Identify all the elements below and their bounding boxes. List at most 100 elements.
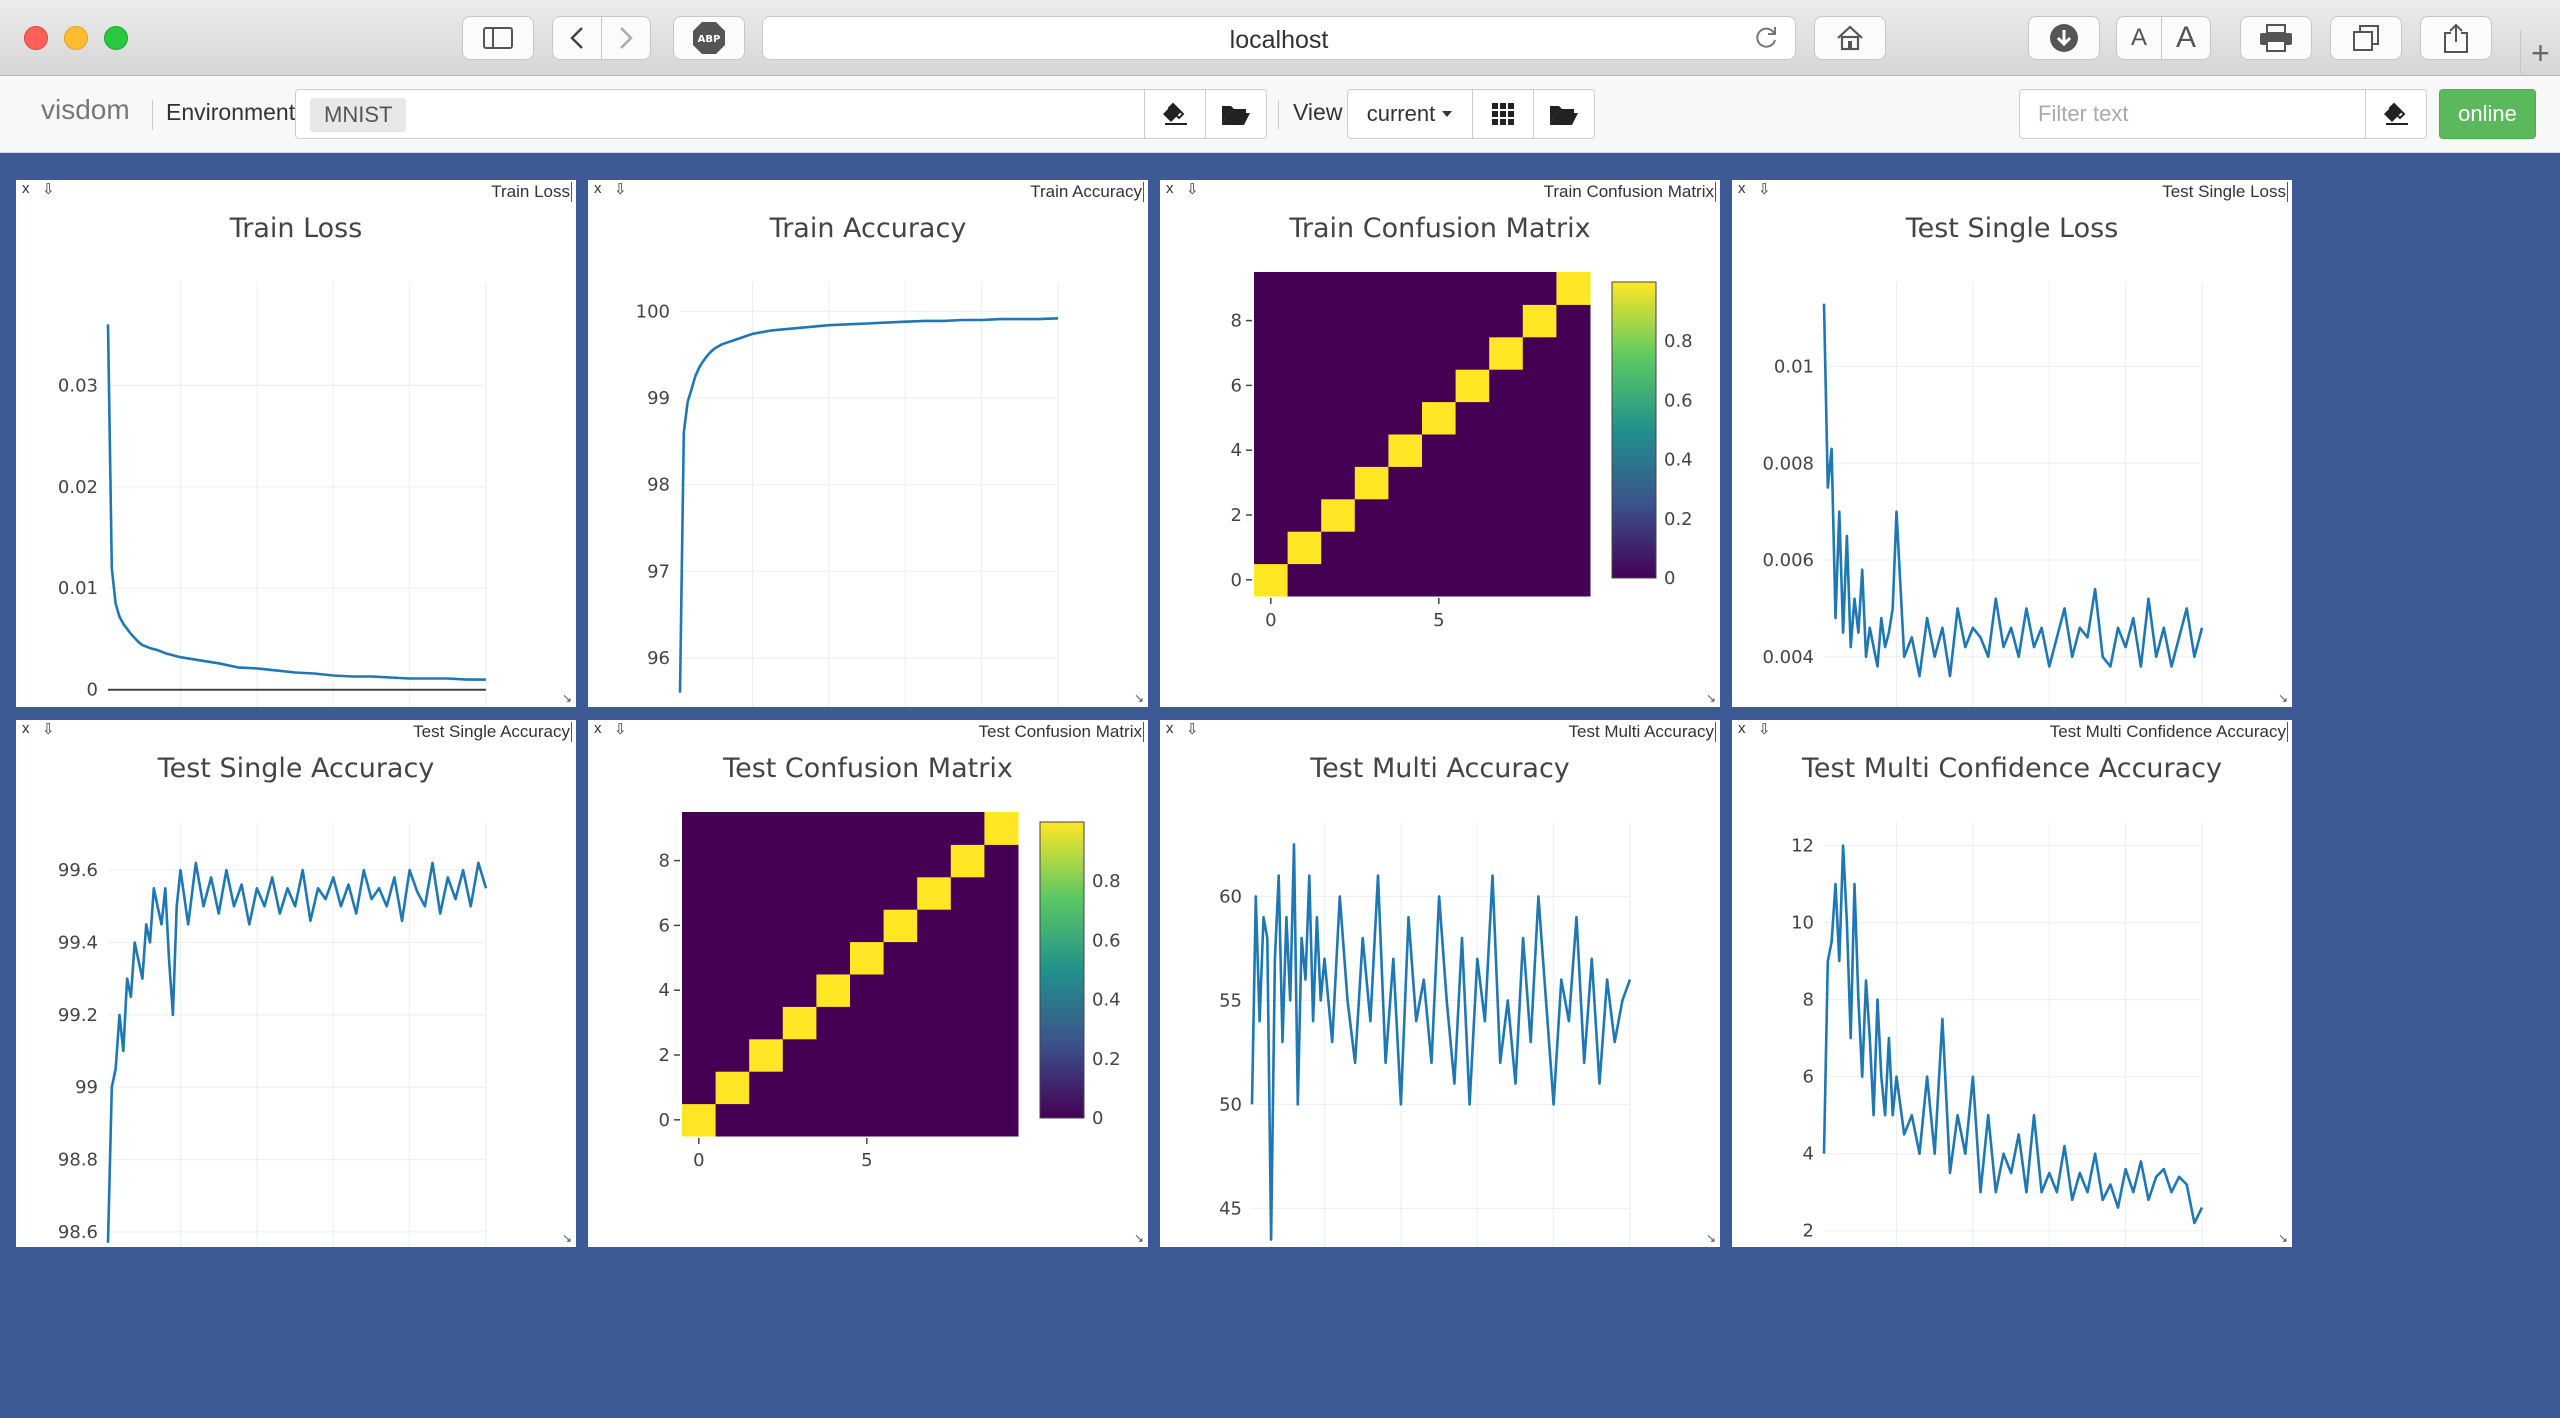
heatmap-cell — [1287, 401, 1322, 435]
heatmap-cell — [1522, 304, 1557, 338]
adblock-button[interactable]: ABP — [673, 16, 745, 60]
resize-handle-icon[interactable]: ↘ — [1133, 1231, 1144, 1245]
download-icon[interactable]: ⇩ — [1186, 721, 1199, 738]
downloads-button[interactable] — [2028, 16, 2100, 60]
y-tick-label: 99 — [75, 1077, 98, 1098]
manage-environments-button[interactable] — [1205, 89, 1267, 139]
sidebar-toggle-button[interactable] — [462, 16, 534, 60]
print-button[interactable] — [2240, 16, 2312, 60]
plot-area: Test Multi Confidence Accuracy2040608010… — [1791, 753, 2222, 1247]
y-tick-label: 12 — [1791, 836, 1814, 857]
y-tick-label: 0 — [659, 1110, 670, 1131]
heatmap-cell — [1522, 336, 1557, 370]
forward-button[interactable] — [601, 16, 651, 60]
resize-handle-icon[interactable]: ↘ — [1705, 1231, 1716, 1245]
pane-close-button[interactable]: x — [1166, 720, 1174, 737]
view-select[interactable]: current — [1347, 89, 1473, 139]
pane-bar[interactable]: x ⇩ Test Single Accuracy — [16, 720, 576, 742]
clear-filter-button[interactable] — [2365, 89, 2427, 139]
heatmap-cell — [1422, 272, 1457, 305]
heatmap-cell — [782, 844, 817, 878]
heatmap-cell — [715, 876, 750, 910]
chevron-left-icon — [570, 27, 583, 49]
environment-chip[interactable]: MNIST — [310, 98, 407, 132]
heatmap-cell — [1455, 563, 1490, 597]
pane-bar[interactable]: x ⇩ Test Multi Confidence Accuracy — [1732, 720, 2292, 742]
pane-close-button[interactable]: x — [594, 180, 602, 197]
home-button[interactable] — [1814, 16, 1886, 60]
pane-close-button[interactable]: x — [1166, 180, 1174, 197]
heatmap-cell — [1354, 272, 1389, 305]
y-tick-label: 0.02 — [58, 477, 98, 498]
pane-train-accuracy[interactable]: x⇩Train Accuracy↘Train Accuracy204060801… — [588, 180, 1148, 707]
pane-bar[interactable]: x ⇩ Test Confusion Matrix — [588, 720, 1148, 742]
pane-bar[interactable]: x ⇩ Train Accuracy — [588, 180, 1148, 202]
environment-select[interactable]: MNIST × — [295, 89, 1207, 139]
resize-handle-icon[interactable]: ↘ — [561, 1231, 572, 1245]
text-smaller-button[interactable]: A — [2116, 16, 2162, 60]
resize-handle-icon[interactable]: ↘ — [2277, 691, 2288, 705]
download-icon[interactable]: ⇩ — [1186, 181, 1199, 198]
manage-views-button[interactable] — [1533, 89, 1595, 139]
pane-title: Train Loss — [491, 182, 572, 202]
reload-icon[interactable] — [1753, 25, 1779, 51]
resize-handle-icon[interactable]: ↘ — [561, 691, 572, 705]
pane-bar[interactable]: x ⇩ Train Confusion Matrix — [1160, 180, 1720, 202]
pane-train-loss[interactable]: x⇩Train Loss↘Train Loss2040608010000.010… — [16, 180, 576, 707]
pane-bar[interactable]: x ⇩ Train Loss — [16, 180, 576, 202]
filter-input[interactable] — [2019, 89, 2367, 139]
pane-close-button[interactable]: x — [22, 720, 30, 737]
download-icon[interactable]: ⇩ — [614, 181, 627, 198]
colorbar — [1039, 821, 1085, 1119]
resize-handle-icon[interactable]: ↘ — [1133, 691, 1144, 705]
repack-grid-button[interactable] — [1472, 89, 1534, 139]
download-icon[interactable]: ⇩ — [1758, 721, 1771, 738]
heatmap-cell — [749, 844, 784, 878]
window-close-button[interactable] — [24, 26, 48, 50]
resize-handle-icon[interactable]: ↘ — [1705, 691, 1716, 705]
back-button[interactable] — [552, 16, 602, 60]
pane-bar[interactable]: x ⇩ Test Multi Accuracy — [1160, 720, 1720, 742]
pane-test-multi-confidence[interactable]: x ⇩ Test Multi Confidence Accuracy ↘ Test Mu… — [1732, 720, 2292, 1247]
pane-test-confusion[interactable]: x ⇩ Test Confusion Matrix ↘ Test Confusion M… — [588, 720, 1148, 1247]
y-tick-label: 4 — [1231, 440, 1242, 461]
heatmap-cell — [1254, 401, 1289, 435]
pane-train-confusion[interactable]: x ⇩ Train Confusion Matrix ↘ Train Confusion… — [1160, 180, 1720, 707]
pane-close-button[interactable]: x — [22, 180, 30, 197]
heatmap-cell — [917, 909, 952, 943]
share-button[interactable] — [2420, 16, 2492, 60]
pane-close-button[interactable]: x — [1738, 180, 1746, 197]
download-icon[interactable]: ⇩ — [614, 721, 627, 738]
pane-bar[interactable]: x ⇩ Test Single Loss — [1732, 180, 2292, 202]
pane-test-single-accuracy[interactable]: x ⇩ Test Single Accuracy ↘ Test Single Accur… — [16, 720, 576, 1247]
address-bar[interactable]: localhost — [762, 16, 1796, 60]
clear-environment-button[interactable] — [1144, 89, 1206, 139]
y-tick-label: 99 — [647, 388, 670, 409]
pane-test-multi-accuracy[interactable]: x ⇩ Test Multi Accuracy ↘ Test Multi Accurac… — [1160, 720, 1720, 1247]
pane-close-button[interactable]: x — [1738, 720, 1746, 737]
heatmap-cell — [917, 974, 952, 1007]
connection-status-button[interactable]: online — [2439, 89, 2536, 139]
y-tick-label: 99.6 — [58, 860, 98, 881]
pane-test-single-loss[interactable]: x⇩Test Single Loss↘Test Single Loss20406… — [1732, 180, 2292, 707]
pane-close-button[interactable]: x — [594, 720, 602, 737]
download-icon[interactable]: ⇩ — [42, 721, 55, 738]
tabs-overview-button[interactable] — [2330, 16, 2402, 60]
heatmap-cell — [850, 876, 885, 910]
download-icon[interactable]: ⇩ — [42, 181, 55, 198]
text-larger-button[interactable]: A — [2161, 16, 2211, 60]
y-tick-label: 6 — [659, 915, 670, 936]
window-minimize-button[interactable] — [64, 26, 88, 50]
visdom-brand[interactable]: visdom — [41, 94, 130, 125]
download-icon[interactable]: ⇩ — [1758, 181, 1771, 198]
new-tab-button[interactable]: + — [2520, 30, 2560, 76]
heatmap-cell — [984, 1103, 1019, 1137]
window-zoom-button[interactable] — [104, 26, 128, 50]
resize-handle-icon[interactable]: ↘ — [2277, 1231, 2288, 1245]
heatmap-cell — [950, 1038, 985, 1072]
heatmap-cell — [1321, 336, 1356, 370]
heatmap-cell — [984, 941, 1019, 975]
x-tick-label: 5 — [1433, 610, 1444, 631]
environment-label: Environment — [166, 99, 296, 125]
heatmap-cell — [1287, 466, 1322, 500]
